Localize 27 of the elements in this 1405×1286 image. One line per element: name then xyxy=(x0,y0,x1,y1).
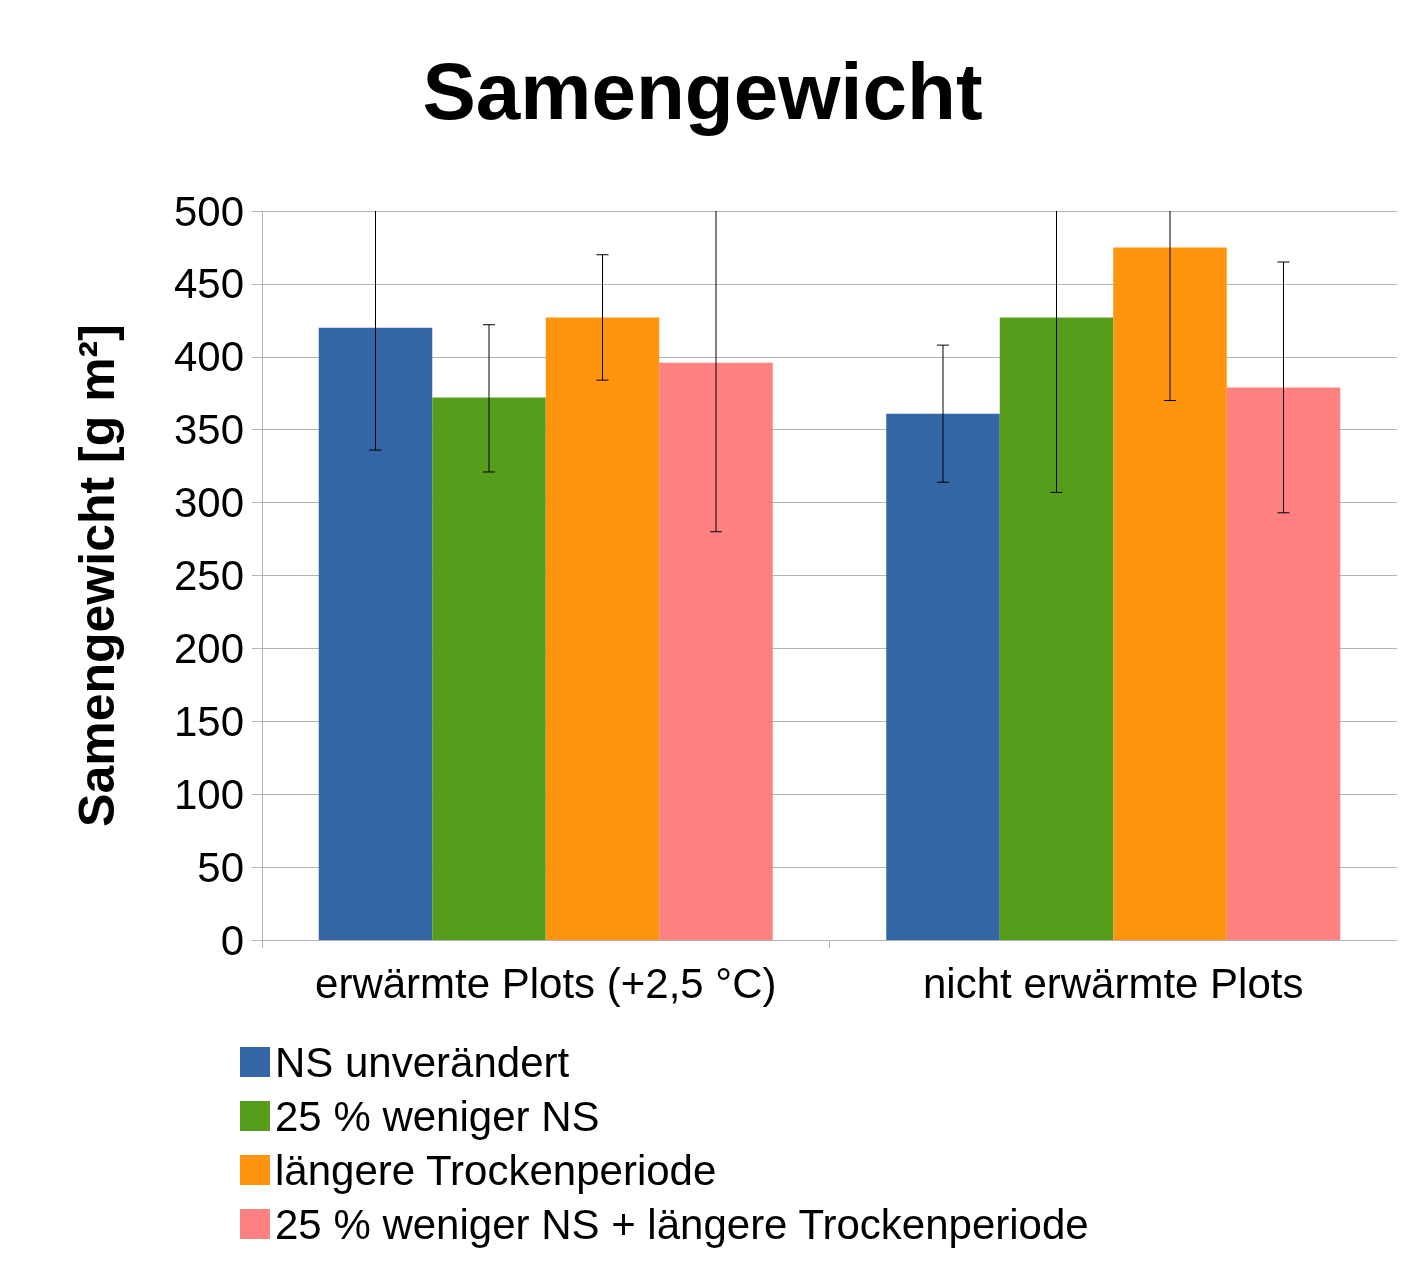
y-tick-label: 0 xyxy=(220,916,244,964)
bar xyxy=(886,413,1000,940)
y-tick-label: 350 xyxy=(173,406,244,454)
legend-label: 25 % weniger NS xyxy=(275,1092,600,1140)
bar xyxy=(545,317,660,940)
y-tick-label: 50 xyxy=(197,843,244,891)
y-tick-label: 500 xyxy=(173,187,244,235)
x-tick-label: nicht erwärmte Plots xyxy=(923,959,1304,1007)
legend-label: NS unverändert xyxy=(275,1038,570,1086)
y-tick-label: 150 xyxy=(173,697,244,745)
y-tick-label: 250 xyxy=(173,552,244,599)
chart-title: Samengewicht xyxy=(422,46,983,136)
x-tick-label: erwärmte Plots (+2,5 °C) xyxy=(315,959,777,1007)
bar xyxy=(1113,247,1227,940)
y-tick-label: 100 xyxy=(173,770,244,818)
y-tick-label: 200 xyxy=(173,624,244,672)
bar xyxy=(318,327,433,940)
y-tick-label: 300 xyxy=(173,479,244,527)
legend-label: längere Trockenperiode xyxy=(275,1146,717,1194)
bar xyxy=(659,362,773,940)
bar xyxy=(432,397,546,940)
legend-label: 25 % weniger NS + längere Trockenperiode xyxy=(275,1200,1089,1248)
y-axis-title: Samengewicht [g m²] xyxy=(69,324,125,827)
y-tick-label: 400 xyxy=(173,333,244,381)
bar xyxy=(999,317,1114,940)
y-tick-label: 450 xyxy=(173,260,244,308)
bar xyxy=(1226,387,1341,940)
